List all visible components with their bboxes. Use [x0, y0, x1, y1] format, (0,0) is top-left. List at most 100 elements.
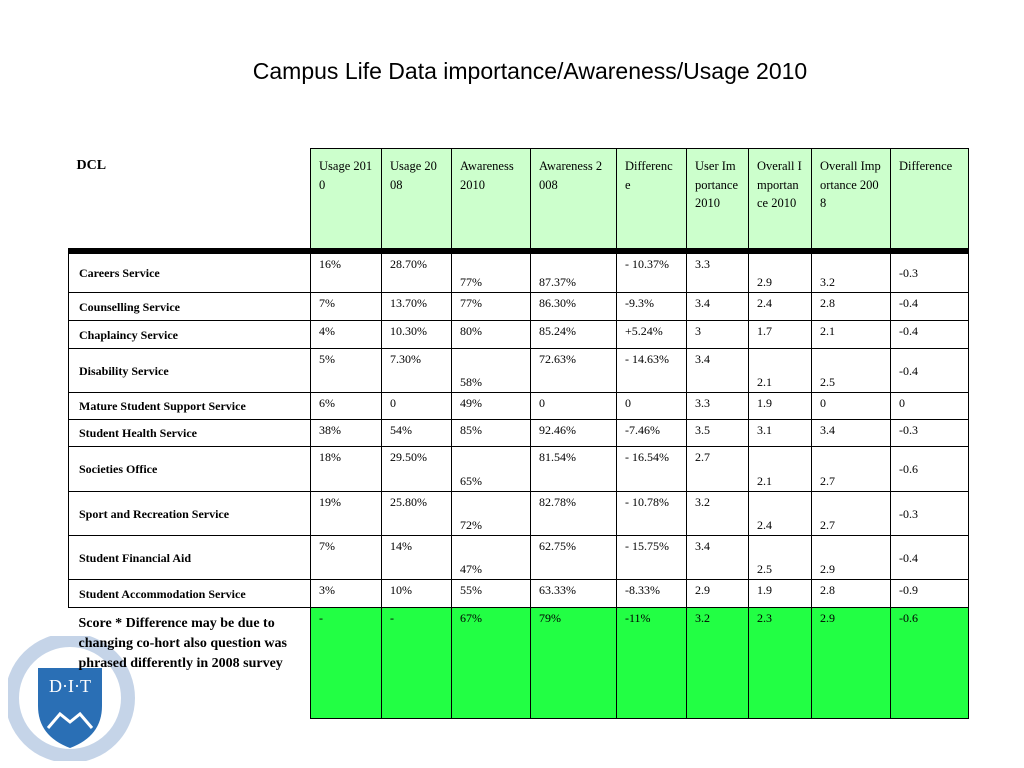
data-row: Student Health Service 38% 54% 85% 92.46% -7.… [68, 419, 969, 447]
cell-text: 0 [625, 396, 631, 410]
cell: 2.8 [811, 579, 891, 608]
svg-text:D·I·T: D·I·T [49, 676, 91, 696]
logo: D·I·T [8, 636, 135, 761]
row-label: Careers Service [68, 250, 311, 293]
row-label: Student Accommodation Service [68, 579, 311, 608]
cell: 82.78% [530, 491, 617, 536]
cell-text: +5.24% [625, 324, 663, 338]
slide-title: Campus Life Data importance/Awareness/Us… [252, 58, 808, 84]
row-label: Sport and Recreation Service [68, 491, 311, 536]
cell: 3.1 [748, 419, 812, 447]
data-row: Student Accommodation Service 3% 10% 55% 63.… [68, 579, 969, 608]
cell: 85.24% [530, 320, 617, 349]
header-cell: Usage 2010 [310, 148, 382, 254]
row-label: Counselling Service [68, 292, 311, 321]
data-row: Careers Service 16% 28.70% 77% 87.37% - 10.37… [68, 250, 969, 293]
row-label: Chaplaincy Service [68, 320, 311, 349]
cell: 3.2 [686, 491, 749, 536]
cell: 2.7 [811, 446, 891, 492]
cell: 2.7 [811, 491, 891, 536]
cell: -9.3% [616, 292, 687, 321]
cell: 2.1 [748, 348, 812, 393]
cell: 63.33% [530, 579, 617, 608]
cell: 2.1 [748, 446, 812, 492]
header-cell: Overall Importance 2010 [748, 148, 812, 254]
cell-text: -8.33% [625, 583, 660, 597]
cell: 85% [451, 419, 531, 447]
cell: -0.3 [890, 250, 969, 293]
cell: +5.24% [616, 320, 687, 349]
cell: 2.5 [748, 535, 812, 580]
cell: -0.3 [890, 419, 969, 447]
cell: -0.6 [890, 446, 969, 492]
cell: 0 [530, 392, 617, 420]
data-row: Sport and Recreation Service 19% 25.80% 72%… [68, 491, 969, 536]
cell: 55% [451, 579, 531, 608]
cell: 72.63% [530, 348, 617, 393]
cell: 49% [451, 392, 531, 420]
summary-cell: 2.9 [811, 607, 891, 719]
cell: 54% [381, 419, 452, 447]
data-row: Disability Service 5% 7.30% 58% 72.63% - 14.6… [68, 348, 969, 393]
cell: 47% [451, 535, 531, 580]
cell: 7% [310, 292, 382, 321]
cell: 18% [310, 446, 382, 492]
data-row: Mature Student Support Service 6% 0 49% 0 0 3.… [68, 392, 969, 420]
cell-text: - 10.37% [625, 256, 669, 271]
header-cell: Overall Importance 2008 [811, 148, 891, 254]
cell: 3.4 [811, 419, 891, 447]
cell: 3.3 [686, 250, 749, 293]
cell: 87.37% [530, 250, 617, 293]
row-label: Disability Service [68, 348, 311, 393]
header-cell: Difference [616, 148, 687, 254]
data-row: Societies Office 18% 29.50% 65% 81.54% - 16.5… [68, 446, 969, 492]
cell: -0.4 [890, 348, 969, 393]
header-cell: User Importance 2010 [686, 148, 749, 254]
cell: 2.7 [686, 446, 749, 492]
cell: 92.46% [530, 419, 617, 447]
cell: 65% [451, 446, 531, 492]
cell: 3.3 [686, 392, 749, 420]
summary-cell: 2.3 [748, 607, 812, 719]
cell: - 14.63% [616, 348, 687, 393]
summary-cell: 67% [451, 607, 531, 719]
cell: 3 [686, 320, 749, 349]
cell: 2.4 [748, 491, 812, 536]
cell: 2.5 [811, 348, 891, 393]
header-cell: Usage 2008 [381, 148, 452, 254]
cell: 2.1 [811, 320, 891, 349]
cell: 62.75% [530, 535, 617, 580]
cell: 2.9 [686, 579, 749, 608]
cell: 3.4 [686, 535, 749, 580]
cell: 77% [451, 292, 531, 321]
cell: - 15.75% [616, 535, 687, 580]
cell: 16% [310, 250, 382, 293]
cell: 0 [381, 392, 452, 420]
row-label: Student Health Service [68, 419, 311, 447]
summary-row: Score * Difference may be due to changin… [69, 607, 969, 719]
cell: -7.46% [616, 419, 687, 447]
cell: -8.33% [616, 579, 687, 608]
cell: 3.4 [686, 348, 749, 393]
cell: 3.4 [686, 292, 749, 321]
cell-text: - 16.54% [625, 450, 669, 464]
cell: 3.2 [811, 250, 891, 293]
cell: 1.9 [748, 392, 812, 420]
cell: - 10.78% [616, 491, 687, 536]
cell: 6% [310, 392, 382, 420]
summary-cell: -0.6 [890, 607, 969, 719]
data-row: Student Financial Aid 7% 14% 47% 62.75% - 15.… [68, 535, 969, 580]
cell: 28.70% [381, 250, 452, 293]
row-label: Societies Office [68, 446, 311, 492]
cell: 14% [381, 535, 452, 580]
cell: 38% [310, 419, 382, 447]
cell: 25.80% [381, 491, 452, 536]
header-cell: Awareness 2008 [530, 148, 617, 254]
cell-text: - 15.75% [625, 539, 669, 553]
summary-cell: 79% [530, 607, 617, 719]
header-row: DCL Usage 2010 Usage 2008 Awareness 2010 Awa… [68, 148, 969, 254]
cell: 19% [310, 491, 382, 536]
header-cell: Awareness 2010 [451, 148, 531, 254]
cell: 7% [310, 535, 382, 580]
